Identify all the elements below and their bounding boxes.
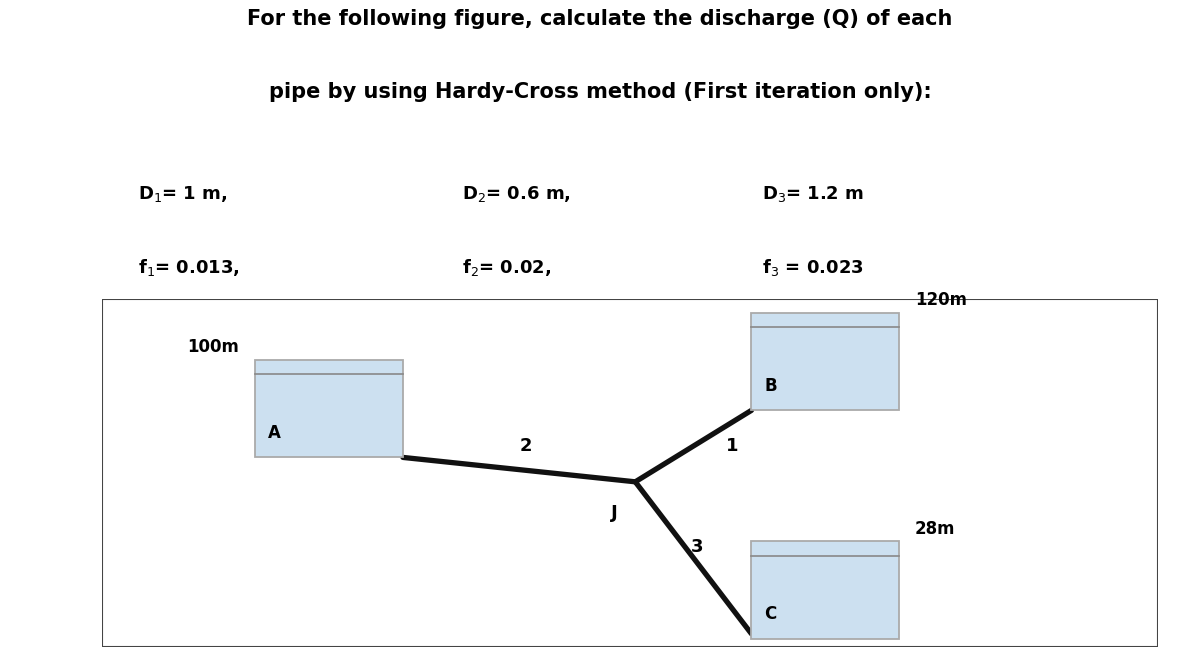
Text: B: B <box>764 377 776 395</box>
Text: For the following figure, calculate the discharge (Q) of each: For the following figure, calculate the … <box>247 9 953 29</box>
Bar <box>751 541 899 639</box>
Text: J: J <box>611 505 618 523</box>
Text: D$_3$= 1.2 m: D$_3$= 1.2 m <box>762 184 864 204</box>
Bar <box>751 313 899 410</box>
Text: f$_3$ = 0.023: f$_3$ = 0.023 <box>762 257 864 278</box>
Text: A: A <box>268 424 281 442</box>
Text: D$_2$= 0.6 m,: D$_2$= 0.6 m, <box>462 184 571 204</box>
Text: 2: 2 <box>520 437 532 455</box>
Text: 1: 1 <box>726 437 738 455</box>
Text: 28m: 28m <box>916 520 955 538</box>
Bar <box>256 360 403 457</box>
Text: f$_2$= 0.02,: f$_2$= 0.02, <box>462 257 551 278</box>
Text: 120m: 120m <box>916 291 967 309</box>
Text: 100m: 100m <box>187 339 239 357</box>
Text: C: C <box>764 606 776 623</box>
Text: pipe by using Hardy-Cross method (First iteration only):: pipe by using Hardy-Cross method (First … <box>269 82 931 102</box>
Text: D$_1$= 1 m,: D$_1$= 1 m, <box>138 184 228 204</box>
Text: f$_1$= 0.013,: f$_1$= 0.013, <box>138 257 240 278</box>
Text: 3: 3 <box>691 538 703 556</box>
